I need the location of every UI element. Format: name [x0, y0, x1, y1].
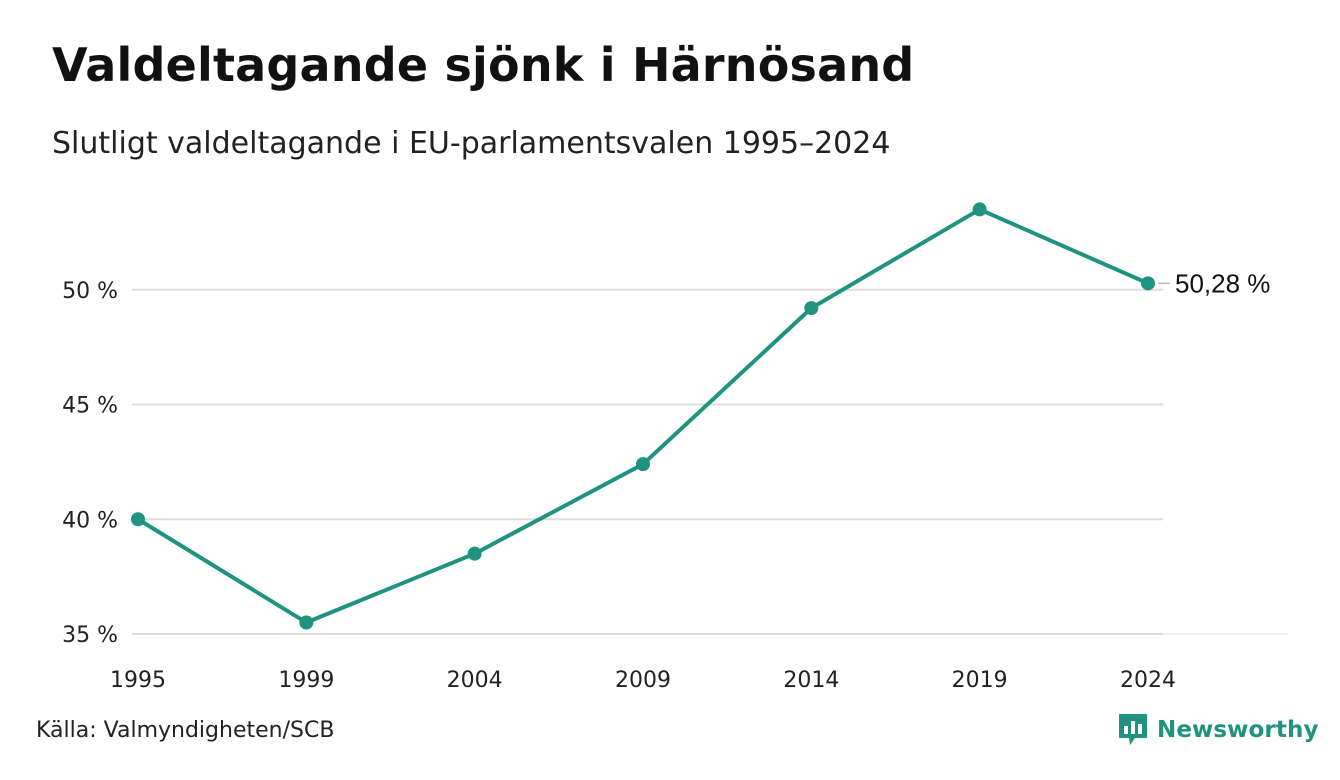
series-polyline	[136, 207, 1150, 625]
bar-chart-speech-bubble-icon	[1119, 714, 1147, 745]
data-point-2004	[467, 546, 482, 561]
source-note: Källa: Valmyndigheten/SCB	[36, 718, 335, 743]
end-label-group: 50,28 %	[1158, 268, 1270, 298]
y-tick-label: 35 %	[62, 623, 118, 648]
x-tick-label: 2019	[952, 668, 1008, 693]
end-value-label: 50,28 %	[1175, 268, 1270, 298]
chart-subtitle: Slutligt valdeltagande i EU-parlamentsva…	[52, 126, 891, 161]
chart-title: Valdeltagande sjönk i Härnösand	[52, 38, 915, 92]
x-tick-label: 2024	[1120, 668, 1176, 693]
y-axis-labels: 35 % 40 % 45 % 50 %	[62, 279, 118, 648]
x-tick-label: 1999	[278, 668, 334, 693]
data-point-2024	[1141, 276, 1155, 291]
x-tick-label: 2009	[615, 668, 671, 693]
logo-text: Newsworthy	[1157, 717, 1319, 743]
x-tick-label: 2004	[447, 668, 503, 693]
x-axis-labels: 1995 1999 2004 2009 2014 2019 2024	[110, 668, 1176, 693]
data-point-1995	[131, 512, 145, 527]
data-point-2019	[972, 202, 987, 217]
x-tick-label: 1995	[110, 668, 166, 693]
data-point-2009	[636, 457, 650, 472]
newsworthy-logo: Newsworthy	[1118, 713, 1319, 747]
y-tick-label: 40 %	[62, 508, 118, 533]
data-point-1999	[299, 615, 314, 630]
series-line	[136, 207, 1150, 625]
x-tick-label: 2014	[783, 668, 839, 693]
y-tick-label: 45 %	[62, 394, 118, 419]
gridlines	[132, 288, 1288, 635]
data-point-2014	[804, 301, 819, 316]
data-points	[131, 202, 1155, 630]
y-tick-label: 50 %	[62, 279, 118, 304]
